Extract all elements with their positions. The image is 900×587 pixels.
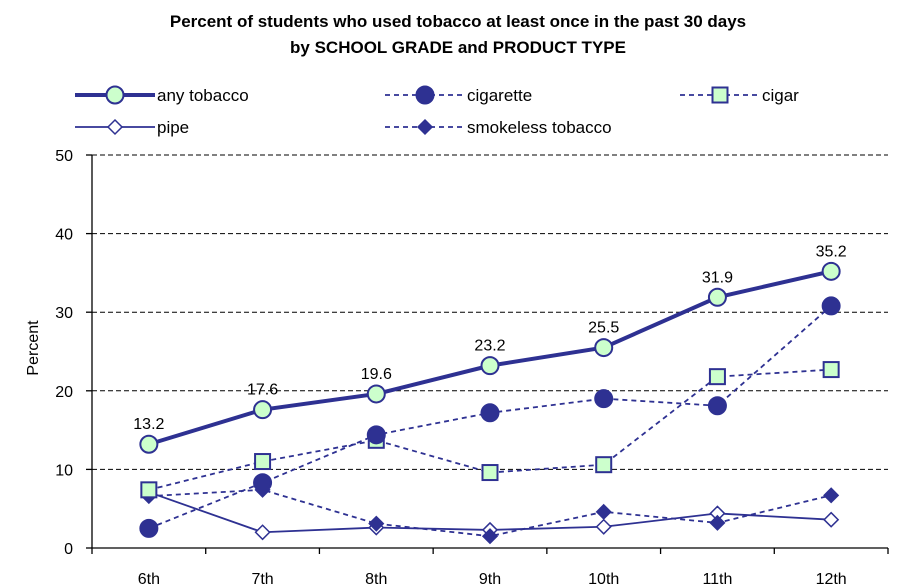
point-pipe bbox=[823, 511, 840, 528]
point-cig bbox=[594, 389, 614, 409]
legend-item-pipe: pipe bbox=[75, 118, 189, 137]
legend-item-smokeless: smokeless tobacco bbox=[385, 118, 612, 137]
y-tick-label: 30 bbox=[55, 305, 73, 322]
series-any: 13.2 17.6 19.6 23.2 25.5 31.9 35.2 bbox=[133, 243, 847, 454]
x-tick-label: 10th bbox=[588, 571, 619, 587]
legend-label-any: any tobacco bbox=[157, 86, 249, 105]
point-smokeless bbox=[595, 503, 612, 520]
point-any bbox=[480, 356, 500, 376]
point-cig bbox=[253, 473, 273, 493]
y-tick-label: 50 bbox=[55, 148, 73, 165]
y-tick-label: 10 bbox=[55, 462, 73, 479]
point-cig bbox=[707, 396, 727, 416]
point-smokeless bbox=[481, 528, 499, 545]
point-cigar bbox=[595, 456, 613, 474]
x-tick-label: 6th bbox=[138, 571, 160, 587]
legend-label-cig: cigarette bbox=[467, 86, 532, 105]
chart-title-line1: Percent of students who used tobacco at … bbox=[170, 12, 746, 31]
x-tick-label: 11th bbox=[702, 571, 732, 587]
y-axis-title: Percent bbox=[25, 320, 42, 376]
point-cigar bbox=[822, 361, 840, 379]
chart-title-line2: by SCHOOL GRADE and PRODUCT TYPE bbox=[290, 38, 626, 57]
point-pipe bbox=[595, 518, 612, 535]
y-tick-label: 20 bbox=[55, 384, 73, 401]
point-any bbox=[366, 384, 386, 404]
data-label-any: 35.2 bbox=[816, 243, 847, 260]
x-tick-label: 7th bbox=[251, 571, 273, 587]
legend-item-cigar: cigar bbox=[680, 86, 799, 105]
legend: any tobacco cigarette cigar pipe smokeless t… bbox=[75, 85, 799, 137]
series-layer: 13.2 17.6 19.6 23.2 25.5 31.9 35.2 bbox=[133, 243, 847, 545]
data-label-any: 31.9 bbox=[702, 269, 733, 286]
legend-marker-any bbox=[105, 85, 125, 105]
legend-marker-smokeless bbox=[416, 118, 434, 136]
series-cig bbox=[139, 296, 841, 538]
point-cig bbox=[139, 518, 159, 538]
legend-item-cig: cigarette bbox=[385, 85, 532, 105]
point-cigar bbox=[481, 464, 499, 482]
data-label-any: 13.2 bbox=[133, 416, 164, 433]
legend-label-smokeless: smokeless tobacco bbox=[467, 118, 612, 137]
data-label-any: 23.2 bbox=[474, 338, 505, 355]
point-cig bbox=[480, 403, 500, 423]
legend-label-cigar: cigar bbox=[762, 86, 799, 105]
legend-marker-cigar bbox=[711, 86, 729, 104]
point-any bbox=[594, 338, 614, 358]
point-smokeless bbox=[368, 515, 385, 532]
data-label-any: 25.5 bbox=[588, 320, 619, 337]
point-pipe bbox=[254, 524, 271, 541]
legend-marker-cig bbox=[415, 85, 435, 105]
series-smokeless bbox=[140, 481, 840, 545]
point-any bbox=[139, 434, 159, 454]
x-tick-label: 12th bbox=[816, 571, 847, 587]
data-label-any: 19.6 bbox=[361, 366, 392, 383]
axes: 0 10 20 30 40 50 6th 7th 8th 9th 10th 11th 12th bbox=[55, 148, 889, 587]
point-smokeless bbox=[823, 487, 840, 504]
point-cigar bbox=[708, 368, 726, 386]
series-cigar bbox=[140, 361, 840, 499]
grid bbox=[92, 154, 888, 470]
point-cigar bbox=[254, 453, 272, 471]
x-tick-label: 8th bbox=[365, 571, 387, 587]
point-any bbox=[821, 261, 841, 281]
point-any bbox=[253, 400, 273, 420]
point-cigar bbox=[140, 481, 158, 499]
legend-label-pipe: pipe bbox=[157, 118, 189, 137]
y-tick-label: 40 bbox=[55, 227, 73, 244]
legend-marker-pipe bbox=[106, 118, 124, 136]
point-cig bbox=[821, 296, 841, 316]
data-label-any: 17.6 bbox=[247, 382, 278, 399]
point-smokeless bbox=[709, 514, 726, 531]
legend-item-any: any tobacco bbox=[75, 85, 249, 105]
y-tick-label: 0 bbox=[64, 541, 73, 558]
point-any bbox=[707, 287, 727, 307]
point-cig bbox=[366, 425, 386, 445]
x-tick-label: 9th bbox=[479, 571, 501, 587]
